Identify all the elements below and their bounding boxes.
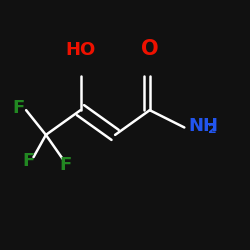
Text: NH: NH [188,117,218,135]
Text: F: F [12,99,25,117]
Text: O: O [141,40,158,60]
Text: 2: 2 [208,124,216,136]
Text: F: F [60,156,72,174]
Text: HO: HO [66,42,96,60]
Text: F: F [22,152,35,170]
